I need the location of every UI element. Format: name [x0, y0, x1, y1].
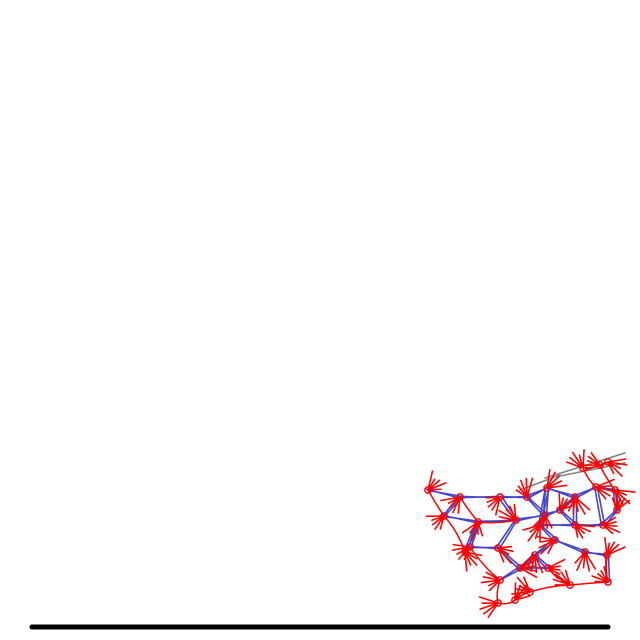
leg-tuft	[478, 596, 502, 618]
leg-tuft	[611, 493, 631, 514]
leg-joint	[456, 493, 464, 501]
leg-joint	[511, 596, 519, 604]
leg-strand	[606, 543, 620, 556]
leg-tendon	[497, 599, 516, 605]
leg-tuft	[543, 468, 568, 492]
body-spring	[596, 486, 606, 526]
leg-joint	[531, 551, 539, 559]
leg-joint	[466, 543, 474, 551]
leg-joint	[494, 544, 502, 552]
leg-tendon	[514, 591, 531, 601]
leg-joint	[551, 536, 559, 544]
leg-joint	[571, 493, 579, 501]
leg-strand	[559, 504, 574, 511]
leg-strand	[559, 499, 574, 511]
body-spring	[495, 519, 516, 549]
leg-tendon	[569, 581, 609, 586]
leg-tendon	[599, 464, 616, 491]
leg-tuft	[480, 571, 504, 592]
leg-tendon	[464, 546, 471, 553]
body-spring	[537, 523, 555, 542]
leg-tendon	[547, 567, 571, 586]
leg-tendon	[529, 584, 571, 593]
leg-strand	[602, 524, 614, 535]
leg-tuft	[494, 544, 514, 564]
leg-tuft	[461, 518, 484, 541]
leg-joint	[544, 564, 552, 572]
leg-joint	[556, 506, 564, 514]
body-spring	[593, 485, 603, 527]
body-spring	[498, 518, 519, 550]
leg-joint	[496, 576, 504, 584]
leg-tendon	[582, 467, 597, 488]
leg-tuft	[498, 503, 520, 524]
leg-tuft	[485, 493, 504, 516]
leg-joint	[526, 588, 534, 596]
leg-joint	[523, 493, 531, 501]
body-spring	[555, 539, 588, 553]
leg-joint	[581, 548, 589, 556]
leg-tuft	[461, 548, 483, 572]
leg-strand	[574, 551, 586, 564]
leg-joint	[613, 506, 621, 514]
leg-strand	[427, 488, 442, 491]
leg-joint	[611, 486, 619, 494]
leg-tuft	[567, 493, 591, 515]
leg-joint	[541, 511, 549, 519]
leg-strand	[616, 499, 631, 511]
leg-tendon	[443, 515, 466, 553]
leg-tendon	[477, 519, 517, 524]
leg-joint	[424, 486, 432, 494]
leg-tendon	[469, 546, 501, 581]
leg-strand	[514, 595, 531, 601]
leg-joint	[516, 564, 524, 572]
leg-tuft	[599, 516, 621, 535]
leg-joint	[543, 484, 551, 492]
leg-strand	[485, 496, 501, 499]
leg-strand	[574, 524, 579, 538]
leg-joint	[599, 521, 607, 529]
body-spring	[444, 515, 481, 523]
leg-joint	[496, 493, 504, 501]
leg-tendon	[427, 489, 445, 517]
leg-tendon	[599, 461, 609, 466]
leg-strand	[595, 486, 607, 500]
leg-strand	[564, 569, 571, 586]
leg-joint	[604, 458, 612, 466]
leg-strand	[590, 452, 601, 466]
leg-joint	[571, 521, 579, 529]
leg-tuft	[592, 478, 615, 500]
leg-tendon	[496, 579, 501, 604]
leg-joint	[536, 521, 544, 529]
leg-tendon	[459, 496, 479, 523]
body-spring	[607, 554, 611, 583]
leg-joint	[440, 512, 448, 520]
leg-strand	[567, 496, 576, 512]
leg-tuft	[440, 493, 464, 514]
leg-tuft	[522, 521, 544, 542]
body-spring	[428, 489, 463, 498]
leg-strand	[560, 571, 571, 586]
leg-joint	[592, 483, 600, 491]
leg-tuft	[571, 521, 596, 539]
leg-tuft	[515, 477, 534, 501]
leg-strand	[607, 461, 615, 475]
leg-strand	[497, 547, 505, 563]
leg-tuft	[425, 512, 448, 531]
soft-body-creature	[424, 448, 636, 618]
leg-tuft	[604, 458, 628, 477]
creature-legs	[424, 448, 636, 618]
body-spring	[460, 495, 503, 499]
leg-tuft	[574, 548, 597, 572]
leg-tuft	[424, 470, 447, 494]
leg-tuft	[516, 555, 538, 579]
leg-tuft	[556, 493, 574, 514]
leg-tendon	[605, 554, 609, 583]
body-spring	[557, 508, 575, 527]
leg-joint	[461, 548, 469, 556]
